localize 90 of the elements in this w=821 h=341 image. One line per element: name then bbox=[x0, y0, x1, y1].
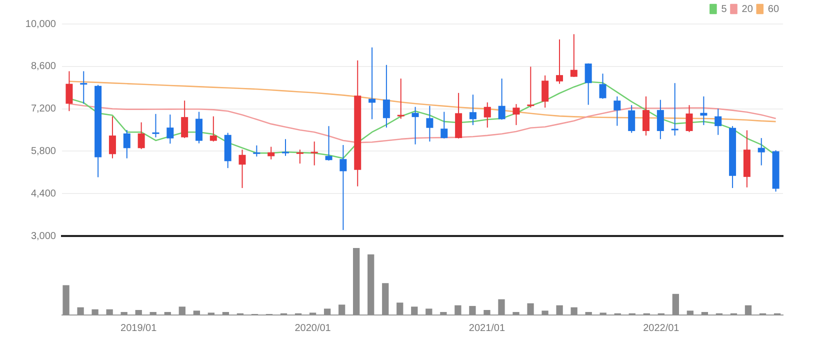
legend-label: 5 bbox=[721, 4, 728, 15]
candlestick bbox=[556, 38, 563, 84]
bar bbox=[542, 310, 548, 315]
x-tick-label: 2022/01 bbox=[643, 322, 680, 334]
y-tick-label: 7,200 bbox=[30, 104, 56, 115]
candlestick bbox=[152, 113, 160, 138]
bar bbox=[686, 310, 694, 315]
candlestick bbox=[325, 126, 332, 162]
candlestick bbox=[599, 73, 606, 100]
bar bbox=[178, 306, 186, 315]
candlestick bbox=[282, 138, 290, 156]
candlestick bbox=[296, 149, 304, 164]
candlestick bbox=[310, 141, 318, 166]
candlestick bbox=[238, 149, 246, 189]
x-tick-label: 2021/01 bbox=[468, 322, 506, 334]
candlestick bbox=[80, 70, 88, 104]
bar bbox=[120, 312, 128, 315]
candlestick bbox=[123, 130, 130, 159]
candlestick bbox=[686, 104, 693, 133]
bar bbox=[585, 312, 592, 315]
bar bbox=[77, 307, 84, 315]
candlestick bbox=[368, 46, 376, 120]
candlestick bbox=[382, 64, 390, 128]
candlestick bbox=[440, 111, 448, 139]
legend-label: 60 bbox=[768, 4, 780, 15]
candlestick bbox=[542, 74, 549, 108]
bar bbox=[164, 312, 171, 315]
candlestick bbox=[527, 66, 534, 108]
candlestick bbox=[484, 102, 491, 128]
y-tick-label: 4,400 bbox=[30, 188, 56, 200]
candlestick bbox=[671, 82, 678, 136]
candlestick bbox=[628, 104, 636, 134]
bar bbox=[92, 309, 98, 315]
y-tick-label: 10,000 bbox=[25, 18, 56, 30]
bar bbox=[556, 305, 563, 315]
candlestick bbox=[108, 116, 116, 159]
candlestick bbox=[642, 96, 650, 136]
bar bbox=[324, 308, 331, 315]
candlestick bbox=[469, 94, 476, 126]
y-tick-label: 3,000 bbox=[30, 230, 56, 242]
x-tick-label: 2020/01 bbox=[294, 322, 332, 334]
candlestick bbox=[253, 144, 260, 158]
bar bbox=[484, 310, 490, 315]
y-tick-label: 5,800 bbox=[30, 146, 56, 157]
candlestick bbox=[656, 99, 664, 140]
bar bbox=[498, 299, 505, 315]
bar bbox=[426, 308, 432, 315]
bar bbox=[440, 312, 447, 315]
candlestick bbox=[195, 111, 202, 144]
candlestick bbox=[166, 114, 174, 144]
bar bbox=[338, 304, 346, 315]
bar bbox=[512, 312, 520, 315]
bar bbox=[701, 312, 708, 315]
candlestick bbox=[614, 96, 621, 126]
bar bbox=[570, 307, 578, 315]
bar bbox=[106, 309, 113, 315]
candlestick bbox=[758, 138, 765, 166]
bar bbox=[469, 306, 476, 315]
candlestick bbox=[584, 62, 592, 106]
bar bbox=[193, 310, 200, 315]
candlestick bbox=[498, 78, 506, 120]
candlestick bbox=[210, 116, 217, 142]
legend-label: 20 bbox=[742, 4, 754, 15]
bar bbox=[382, 283, 389, 315]
candlestick bbox=[397, 78, 404, 120]
bar bbox=[744, 305, 752, 315]
bar bbox=[396, 302, 404, 315]
bar bbox=[672, 294, 679, 315]
candlestick bbox=[426, 105, 434, 142]
bar bbox=[62, 285, 70, 315]
candlestick bbox=[412, 106, 419, 145]
bar bbox=[454, 305, 462, 315]
candlestick bbox=[512, 104, 520, 126]
bar bbox=[368, 254, 374, 315]
bar bbox=[150, 312, 156, 315]
candlestick bbox=[340, 144, 347, 231]
candlestick bbox=[700, 96, 708, 126]
candlestick bbox=[268, 146, 275, 160]
bar bbox=[222, 312, 230, 315]
bar bbox=[411, 306, 418, 315]
candlestick bbox=[66, 70, 73, 112]
bar bbox=[135, 310, 142, 315]
candlestick bbox=[570, 34, 578, 78]
bar bbox=[353, 248, 360, 315]
y-tick-label: 8,600 bbox=[30, 61, 56, 72]
candlestick bbox=[714, 108, 722, 136]
candlestick bbox=[181, 100, 188, 139]
x-tick-label: 2019/01 bbox=[120, 322, 158, 334]
candlestick bbox=[138, 122, 145, 150]
bar bbox=[527, 303, 534, 315]
